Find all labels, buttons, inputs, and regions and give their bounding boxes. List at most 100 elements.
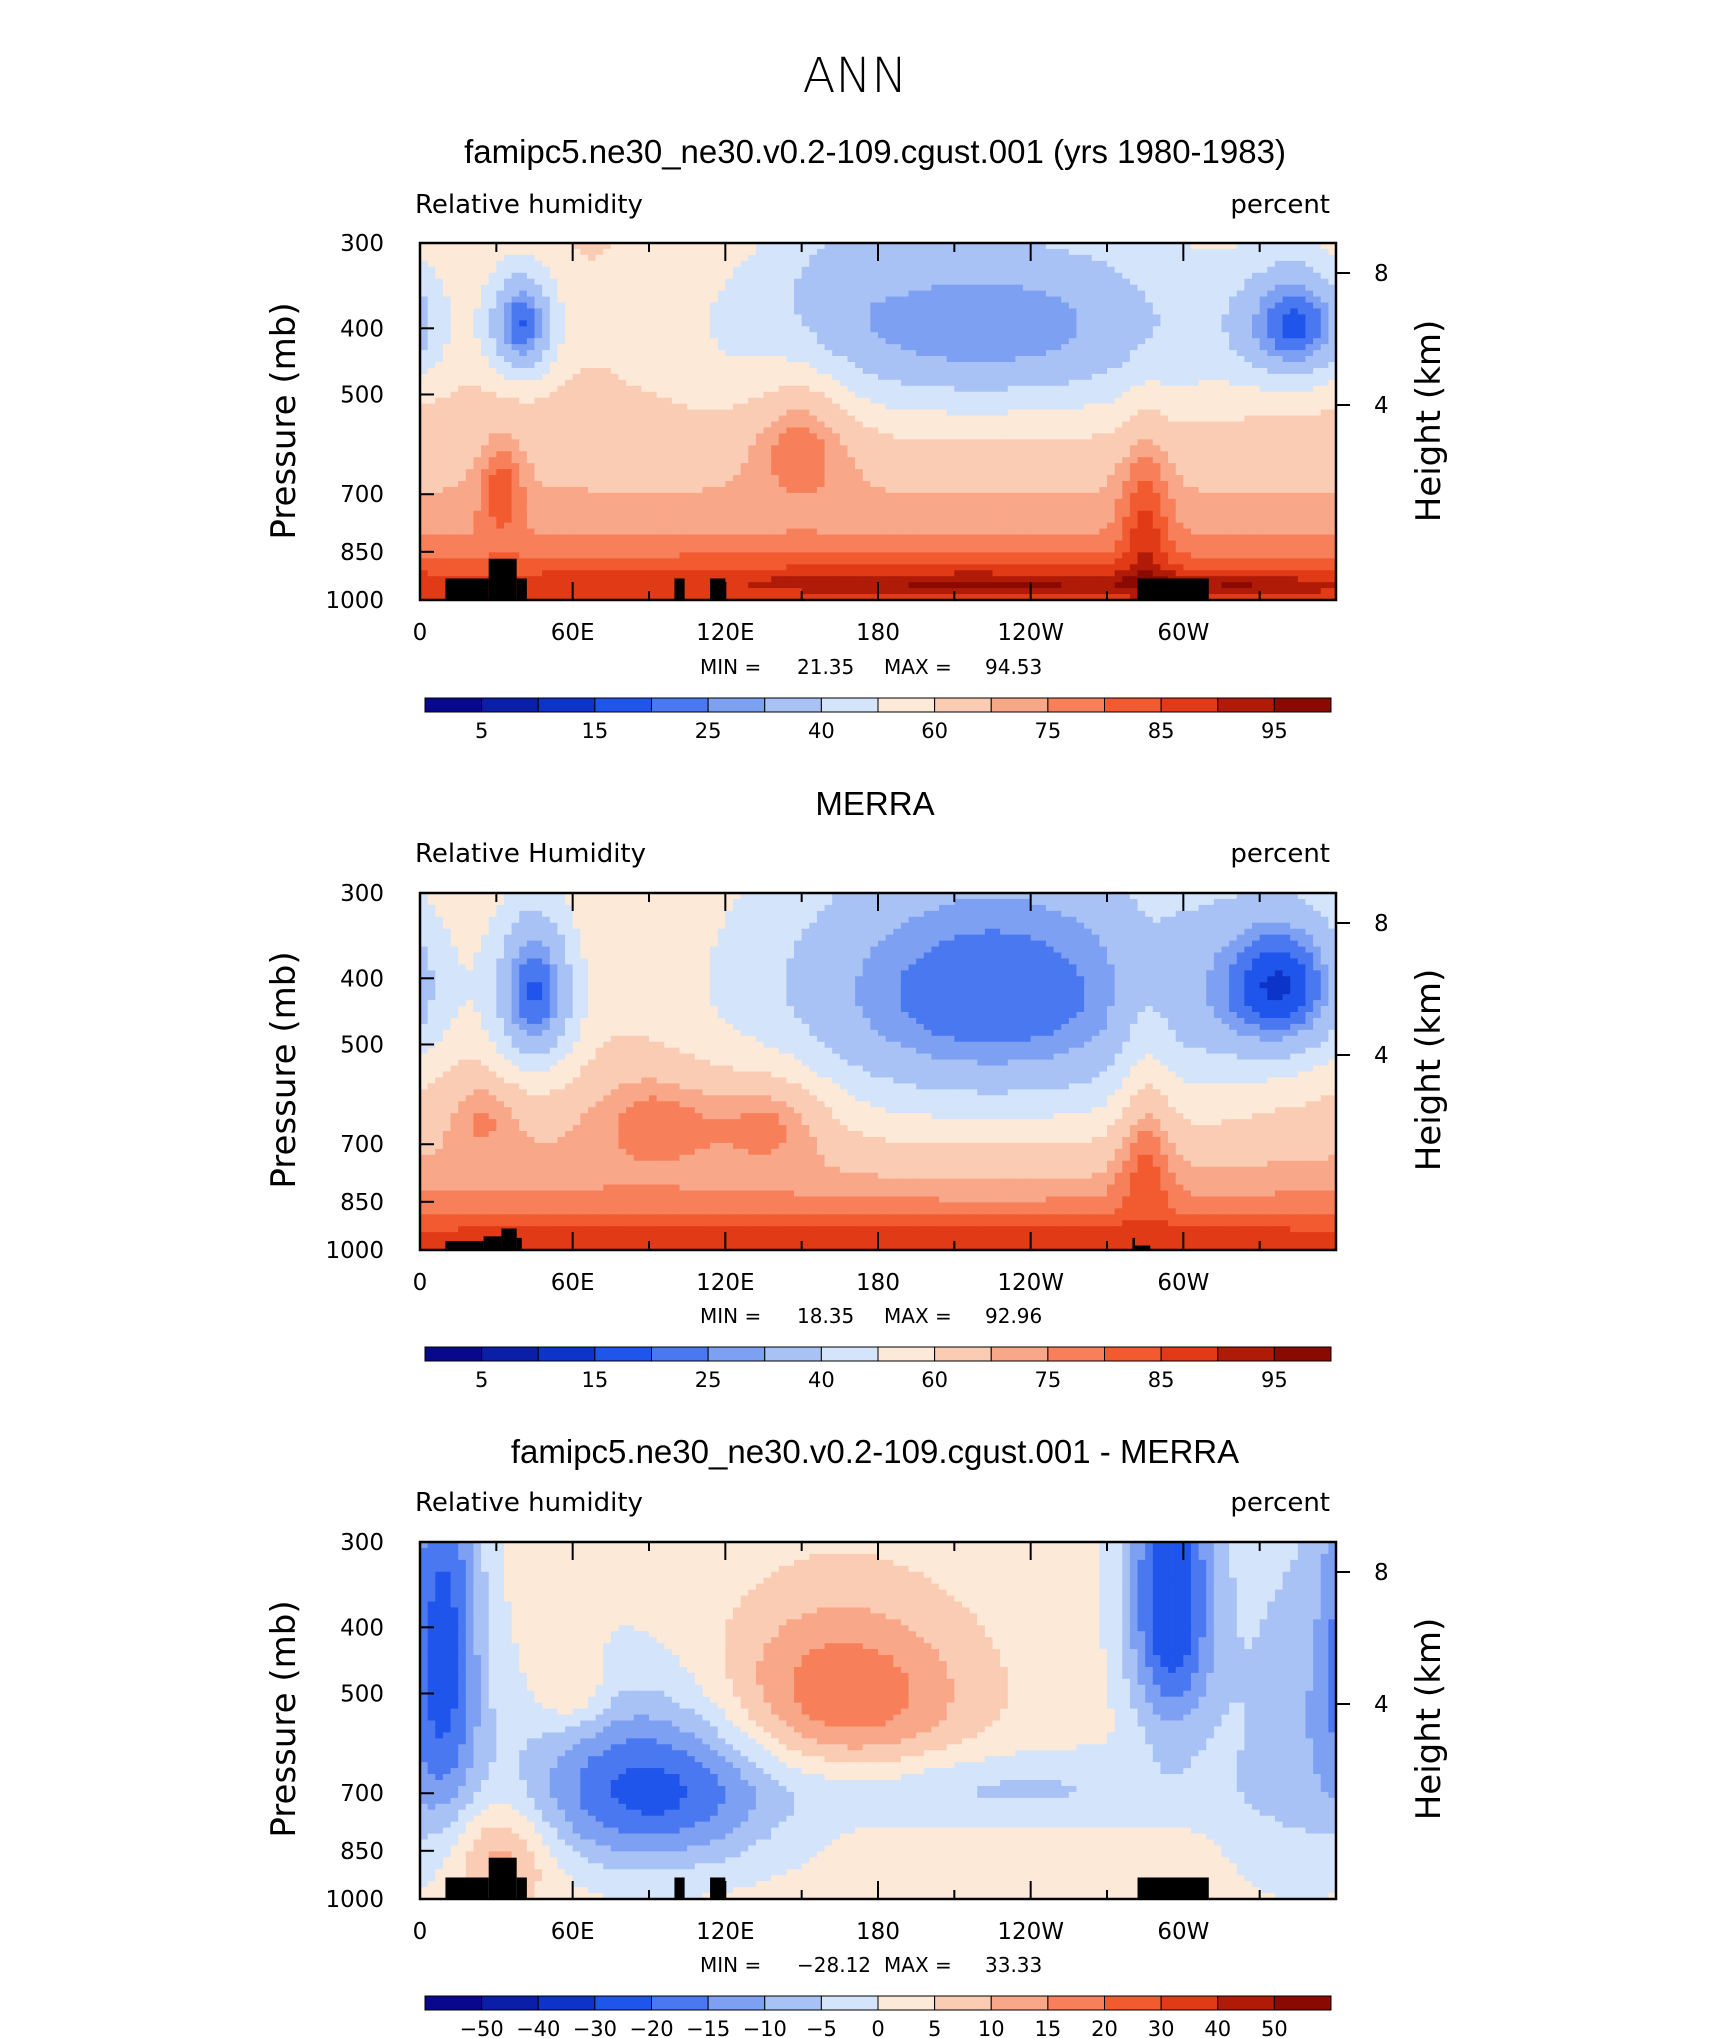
- contour-cell: [1107, 397, 1116, 405]
- contour-cell: [1297, 421, 1307, 429]
- contour-cell: [641, 463, 650, 470]
- contour-cell: [1190, 367, 1200, 375]
- contour-cell: [1259, 451, 1268, 458]
- contour-cell: [1229, 469, 1238, 476]
- contour-cell: [1137, 248, 1146, 256]
- contour-cell: [710, 284, 719, 292]
- contour-cell: [1313, 463, 1322, 470]
- contour-cell: [1084, 475, 1093, 482]
- contour-cell: [908, 421, 917, 429]
- contour-cell: [1076, 481, 1085, 488]
- contour-cell: [916, 332, 925, 339]
- contour-cell: [771, 332, 780, 339]
- contour-cell: [1259, 385, 1268, 393]
- contour-cell: [939, 457, 948, 464]
- contour-cell: [832, 260, 841, 268]
- contour-cell: [1252, 439, 1261, 446]
- contour-cell: [633, 338, 642, 345]
- contour-cell: [1015, 475, 1024, 482]
- contour-cell: [481, 457, 490, 464]
- contour-cell: [961, 302, 971, 310]
- contour-cell: [961, 486, 971, 494]
- contour-cell: [984, 391, 994, 399]
- contour-cell: [725, 254, 734, 262]
- contour-cell: [1183, 266, 1192, 274]
- contour-cell: [526, 373, 536, 381]
- contour-cell: [557, 463, 566, 470]
- contour-cell: [420, 463, 429, 470]
- contour-cell: [694, 385, 704, 393]
- contour-cell: [1091, 356, 1100, 363]
- contour-cell: [954, 439, 963, 446]
- contour-cell: [1152, 248, 1162, 256]
- contour-cell: [1099, 397, 1108, 405]
- contour-cell: [1091, 409, 1100, 417]
- contour-cell: [1030, 469, 1039, 476]
- contour-cell: [557, 469, 566, 476]
- contour-cell: [1038, 266, 1047, 274]
- contour-cell: [1068, 260, 1078, 268]
- contour-cell: [1000, 415, 1009, 423]
- contour-cell: [778, 260, 787, 268]
- contour-cell: [450, 391, 459, 399]
- contour-cell: [580, 290, 589, 298]
- contour-cell: [420, 445, 429, 452]
- contour-cell: [1183, 296, 1192, 304]
- contour-cell: [1129, 278, 1139, 286]
- contour-cell: [458, 266, 467, 274]
- contour-cell: [694, 486, 704, 494]
- contour-cell: [763, 486, 772, 494]
- contour-cell: [839, 296, 849, 304]
- contour-cell: [832, 457, 841, 464]
- contour-cell: [1084, 385, 1093, 393]
- contour-cell: [1030, 409, 1039, 417]
- contour-cell: [969, 284, 978, 292]
- contour-cell: [725, 302, 734, 310]
- contour-cell: [801, 272, 810, 280]
- contour-cell: [1183, 445, 1192, 452]
- contour-cell: [885, 367, 894, 375]
- contour-cell: [1145, 260, 1154, 268]
- contour-cell: [1229, 433, 1238, 440]
- contour-cell: [1213, 379, 1223, 387]
- contour-cell: [740, 469, 749, 476]
- contour-cell: [984, 332, 994, 339]
- contour-cell: [481, 243, 490, 250]
- contour-cell: [572, 344, 581, 351]
- contour-cell: [801, 296, 810, 304]
- contour-cell: [1137, 362, 1146, 369]
- contour-cell: [473, 350, 482, 357]
- contour-cell: [717, 344, 726, 351]
- contour-cell: [1015, 260, 1024, 268]
- contour-cell: [1160, 356, 1169, 363]
- contour-cell: [809, 320, 818, 327]
- contour-cell: [1282, 248, 1291, 256]
- contour-cell: [610, 266, 620, 274]
- contour-cell: [458, 326, 467, 333]
- contour-cell: [771, 486, 780, 494]
- contour-cell: [1007, 409, 1016, 417]
- contour-cell: [847, 421, 856, 429]
- contour-cell: [778, 403, 787, 411]
- contour-cell: [862, 373, 871, 381]
- contour-cell: [549, 278, 558, 286]
- contour-cell: [1114, 421, 1123, 429]
- contour-cell: [1030, 326, 1039, 333]
- contour-cell: [923, 373, 933, 381]
- contour-cell: [1053, 308, 1062, 315]
- contour-cell: [1198, 314, 1207, 321]
- contour-cell: [1282, 439, 1291, 446]
- contour-cell: [679, 469, 688, 476]
- contour-cell: [534, 272, 543, 280]
- contour-cell: [534, 379, 543, 387]
- contour-cell: [1328, 379, 1337, 387]
- contour-cell: [916, 463, 925, 470]
- contour-cell: [893, 326, 902, 333]
- contour-cell: [1068, 350, 1078, 357]
- contour-cell: [1030, 356, 1039, 363]
- contour-cell: [847, 338, 856, 345]
- contour-cell: [1084, 439, 1093, 446]
- contour-cell: [1190, 391, 1200, 399]
- contour-cell: [870, 445, 879, 452]
- contour-cell: [824, 409, 833, 417]
